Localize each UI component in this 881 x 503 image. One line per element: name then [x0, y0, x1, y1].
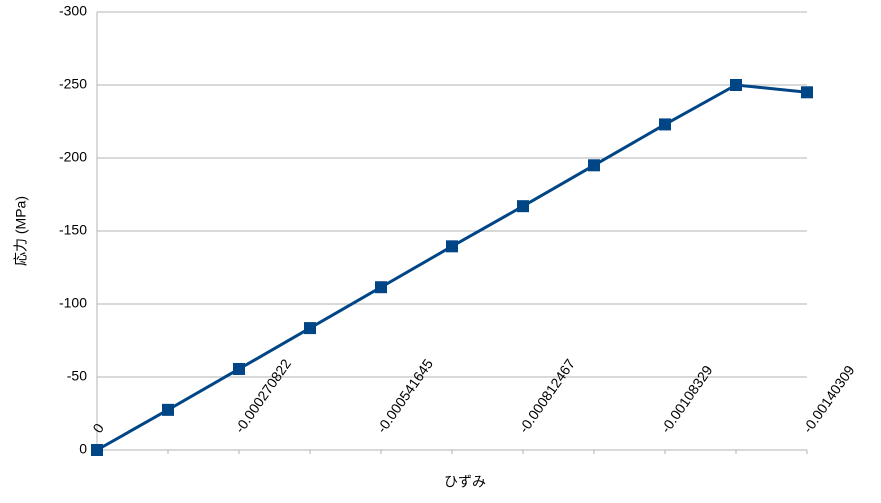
x-tick-label: -0.000541645	[373, 356, 436, 436]
point	[588, 159, 600, 172]
y-tick-label: 0	[79, 441, 87, 457]
y-tick-label: -100	[59, 295, 87, 311]
y-axis-title: 応力 (MPa)	[13, 196, 29, 266]
point	[730, 79, 742, 91]
y-tick-label: -50	[67, 368, 87, 384]
point	[162, 403, 174, 416]
x-tick-label: 0	[89, 420, 107, 436]
y-tick-label: -150	[59, 222, 87, 238]
point	[517, 200, 529, 213]
point	[304, 322, 316, 335]
y-tick-label: -200	[59, 149, 87, 165]
point	[659, 118, 671, 131]
point	[446, 240, 458, 253]
y-tick-label: -300	[59, 3, 87, 19]
x-tick-label: -0.000812467	[515, 356, 578, 436]
point	[375, 281, 387, 294]
point	[91, 444, 103, 456]
point	[801, 86, 813, 99]
series-line	[96, 83, 808, 452]
x-tick-label: -0.00108329	[657, 362, 715, 436]
point	[233, 362, 245, 375]
x-tick-label: -0.00140309	[799, 362, 857, 436]
y-tick-label: -250	[59, 76, 87, 92]
x-axis-title: ひずみ	[444, 474, 486, 490]
